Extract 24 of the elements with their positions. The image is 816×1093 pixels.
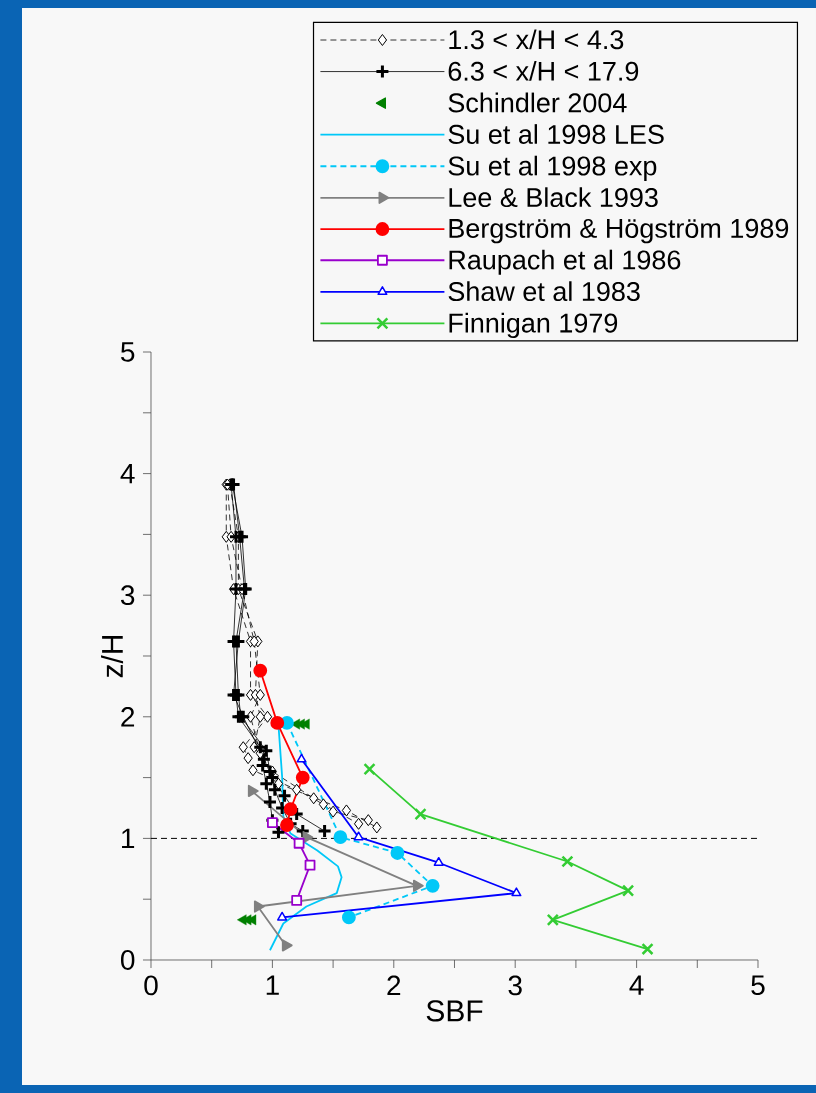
x-tick-label: 4: [629, 975, 644, 995]
x-tick-label: 1: [266, 975, 279, 995]
legend-label: Su et al 1998 LES: [448, 124, 664, 144]
y-axis-title: z/H: [101, 635, 124, 678]
legend-label: Su et al 1998 exp: [448, 155, 657, 181]
y-tick-label: 5: [121, 342, 135, 362]
y-tick-label: 2: [121, 707, 135, 727]
legend-label: Bergström & Högström 1989: [449, 218, 789, 244]
legend-label: Schindler 2004: [448, 92, 627, 113]
x-axis-title: SBF: [426, 1000, 483, 1022]
x-tick-label: 3: [508, 975, 522, 996]
legend-label: Raupach et al 1986: [449, 249, 681, 275]
y-tick-label: 1: [122, 828, 135, 849]
x-tick-label: 0: [144, 975, 158, 996]
legend-label: Finnigan 1979: [449, 312, 618, 338]
y-tick-label: 0: [120, 950, 135, 970]
x-tick-label: 5: [751, 975, 765, 996]
y-tick-label: 3: [120, 585, 135, 606]
legend-label: 1.3 < x/H < 4.3: [449, 29, 624, 50]
legend-label: Lee & Black 1993: [449, 187, 658, 208]
legend-label: 6.3 < x/H < 17.9: [448, 61, 639, 81]
legend-label: Shaw et al 1983: [448, 281, 640, 302]
x-tick-label: 2: [387, 975, 401, 996]
y-tick-label: 4: [120, 463, 135, 484]
